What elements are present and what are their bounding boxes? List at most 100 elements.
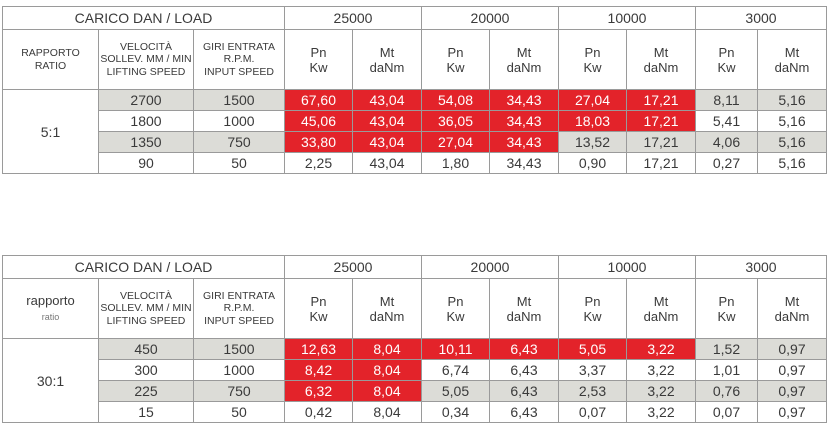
- pn-label: Pn: [718, 44, 735, 60]
- pn-header: Pn Kw: [695, 278, 758, 339]
- value-cell: 27,04: [558, 89, 627, 111]
- speed-cell: 1800: [98, 110, 194, 132]
- value-cell: 17,21: [626, 110, 696, 132]
- pn-header: Pn Kw: [558, 278, 627, 339]
- value-cell: 36,05: [421, 110, 490, 132]
- load-header-row: CARICO DAN / LOAD 25000 20000 10000 3000: [2, 6, 827, 30]
- mt-label: Mt: [653, 44, 669, 60]
- value-cell: 34,43: [489, 131, 559, 153]
- value-cell: 4,06: [695, 131, 758, 153]
- load-column-header: 10000: [558, 6, 696, 30]
- mt-header: Mt daNm: [757, 278, 827, 339]
- value-cell: 17,21: [626, 131, 696, 153]
- mt-header: Mt daNm: [626, 29, 696, 90]
- value-cell: 3,22: [626, 359, 696, 381]
- table-row: 1350 750 33,80 43,04 27,04 34,43 13,52 1…: [3, 131, 827, 153]
- pn-unit: Kw: [309, 59, 328, 75]
- pn-label: Pn: [310, 293, 327, 309]
- mt-header: Mt daNm: [352, 29, 422, 90]
- mt-unit: daNm: [369, 308, 405, 324]
- pn-label: Pn: [718, 293, 735, 309]
- ratio-sub-label: RATIO: [34, 59, 67, 72]
- speed-label-unit: SOLLEV. MM / MIN: [100, 53, 192, 66]
- rpm-cell: 1000: [193, 359, 285, 381]
- rpm-cell: 750: [193, 380, 285, 402]
- value-cell: 8,04: [352, 359, 422, 381]
- value-cell: 0,76: [695, 380, 758, 402]
- rpm-header: GIRI ENTRATA R.P.M. INPUT SPEED: [193, 29, 285, 90]
- pn-label: Pn: [447, 293, 464, 309]
- rpm-label-en: INPUT SPEED: [204, 314, 274, 327]
- mt-header: Mt daNm: [757, 29, 827, 90]
- value-cell: 43,04: [352, 89, 422, 111]
- mt-label: Mt: [379, 293, 395, 309]
- load-header: CARICO DAN / LOAD: [2, 6, 285, 30]
- rpm-label-unit: R.P.M.: [223, 53, 255, 66]
- rpm-label-unit: R.P.M.: [223, 302, 255, 315]
- ratio-cell: 5:1: [2, 89, 99, 174]
- value-cell: 13,52: [558, 131, 627, 153]
- table-row: 300 1000 8,42 8,04 6,74 6,43 3,37 3,22 1…: [3, 359, 827, 381]
- column-header-row: rapporto ratio VELOCITÀ SOLLEV. MM / MIN…: [2, 278, 827, 339]
- value-cell: 8,04: [352, 401, 422, 423]
- table-row: 30:1 450 1500 12,63 8,04 10,11 6,43 5,05…: [2, 338, 827, 423]
- speed-cell: 15: [98, 401, 194, 423]
- mt-unit: daNm: [643, 59, 679, 75]
- speed-header: VELOCITÀ SOLLEV. MM / MIN LIFTING SPEED: [98, 278, 194, 339]
- pn-header: Pn Kw: [695, 29, 758, 90]
- speed-label-en: LIFTING SPEED: [106, 314, 186, 327]
- load-column-header: 3000: [695, 255, 827, 279]
- mt-header: Mt daNm: [626, 278, 696, 339]
- mt-label: Mt: [379, 44, 395, 60]
- ratio-label: rapporto: [26, 292, 75, 308]
- value-cell: 33,80: [284, 131, 353, 153]
- value-cell: 67,60: [284, 89, 353, 111]
- load-column-header: 20000: [421, 255, 559, 279]
- mt-label: Mt: [516, 44, 532, 60]
- value-cell: 43,04: [352, 110, 422, 132]
- value-cell: 5,41: [695, 110, 758, 132]
- pn-header: Pn Kw: [284, 29, 353, 90]
- rpm-cell: 1500: [193, 89, 285, 111]
- speed-label-it: VELOCITÀ: [120, 40, 172, 53]
- speed-cell: 300: [98, 359, 194, 381]
- value-cell: 0,07: [695, 401, 758, 423]
- mt-unit: daNm: [506, 308, 542, 324]
- pn-unit: Kw: [446, 59, 465, 75]
- ratio-header: RAPPORTO RATIO: [2, 29, 99, 90]
- value-cell: 0,90: [558, 152, 627, 174]
- pn-label: Pn: [447, 44, 464, 60]
- table-row: 5:1 2700 1500 67,60 43,04 54,08 34,43 27…: [2, 89, 827, 174]
- speed-cell: 90: [98, 152, 194, 174]
- rpm-label-en: INPUT SPEED: [204, 65, 274, 78]
- value-cell: 45,06: [284, 110, 353, 132]
- mt-unit: daNm: [774, 59, 810, 75]
- value-cell: 3,22: [626, 338, 696, 360]
- rpm-label-it: GIRI ENTRATA: [203, 289, 275, 302]
- value-cell: 3,22: [626, 401, 696, 423]
- value-cell: 5,16: [757, 152, 827, 174]
- rpm-cell: 1000: [193, 110, 285, 132]
- rpm-label-it: GIRI ENTRATA: [203, 40, 275, 53]
- rpm-cell: 50: [193, 401, 285, 423]
- load-header: CARICO DAN / LOAD: [2, 255, 285, 279]
- mt-label: Mt: [784, 44, 800, 60]
- value-cell: 17,21: [626, 152, 696, 174]
- value-cell: 0,97: [757, 401, 827, 423]
- value-cell: 6,43: [489, 380, 559, 402]
- mt-header: Mt daNm: [489, 29, 559, 90]
- value-cell: 0,97: [757, 359, 827, 381]
- rpm-cell: 1500: [193, 338, 285, 360]
- value-cell: 1,80: [421, 152, 490, 174]
- speed-cell: 225: [98, 380, 194, 402]
- value-cell: 1,01: [695, 359, 758, 381]
- speed-label-en: LIFTING SPEED: [106, 65, 186, 78]
- load-column-header: 20000: [421, 6, 559, 30]
- mt-unit: daNm: [774, 308, 810, 324]
- pn-label: Pn: [584, 293, 601, 309]
- value-cell: 12,63: [284, 338, 353, 360]
- pn-unit: Kw: [446, 308, 465, 324]
- value-cell: 34,43: [489, 152, 559, 174]
- value-cell: 34,43: [489, 89, 559, 111]
- speed-cell: 450: [98, 338, 194, 360]
